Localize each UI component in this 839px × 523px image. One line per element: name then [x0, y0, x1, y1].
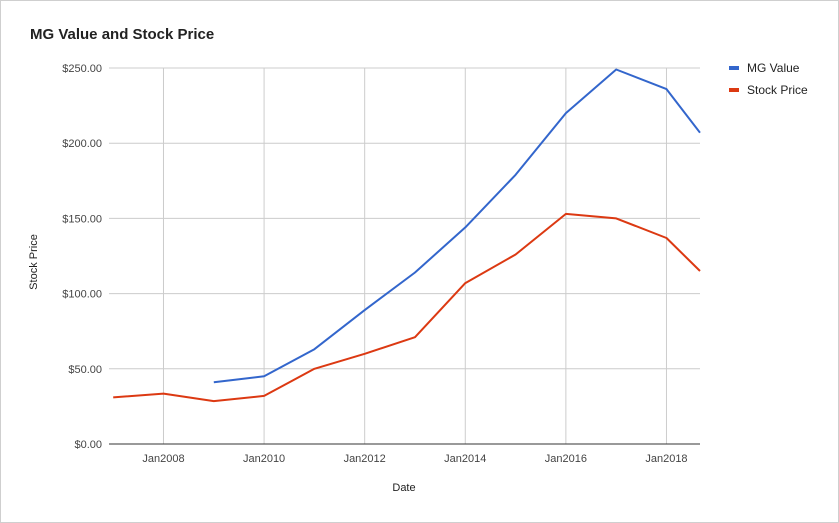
y-tick-label: $250.00	[62, 63, 102, 75]
y-tick-label: $0.00	[74, 439, 102, 451]
x-tick-label: Jan2014	[444, 453, 486, 465]
series-lines	[113, 68, 701, 403]
x-tick-label: Jan2016	[545, 453, 587, 465]
x-axis-title: Date	[392, 482, 415, 494]
legend-label: Stock Price	[747, 83, 808, 97]
legend-swatch	[729, 66, 739, 70]
y-tick-label: $50.00	[68, 364, 102, 376]
chart-title: MG Value and Stock Price	[30, 26, 215, 43]
x-tick-label: Jan2010	[243, 453, 285, 465]
y-tick-labels: $0.00 $50.00 $100.00 $150.00 $200.00 $250.00	[62, 63, 102, 451]
x-tick-label: Jan2018	[645, 453, 687, 465]
y-tick-label: $200.00	[62, 138, 102, 150]
y-tick-label: $150.00	[62, 213, 102, 225]
series-line-stock-price	[113, 212, 701, 403]
grid-lines	[109, 67, 700, 445]
legend: MG Value Stock Price	[729, 61, 808, 97]
x-tick-label: Jan2008	[142, 453, 184, 465]
series-line-mg-value	[213, 68, 701, 384]
y-tick-label: $100.00	[62, 289, 102, 301]
x-tick-label: Jan2012	[344, 453, 386, 465]
y-axis-title: Stock Price	[28, 234, 40, 290]
x-tick-labels: Jan2008 Jan2010 Jan2012 Jan2014 Jan2016 Jan20…	[142, 453, 687, 465]
legend-label: MG Value	[747, 61, 800, 75]
legend-swatch	[729, 88, 739, 92]
